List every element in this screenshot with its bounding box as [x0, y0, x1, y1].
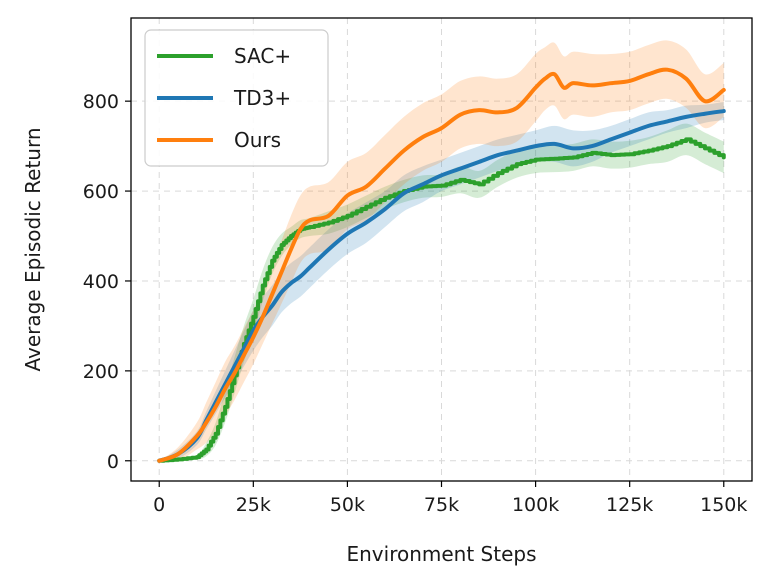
x-tick-label: 125k: [606, 494, 653, 516]
x-tick-label: 25k: [236, 494, 271, 516]
x-tick-label: 0: [153, 494, 165, 516]
x-tick-label: 75k: [424, 494, 459, 516]
legend: SAC+ TD3+ Ours: [144, 29, 329, 167]
band-ours: [159, 40, 724, 462]
x-tick-label: 100k: [512, 494, 559, 516]
y-tick-label: 0: [107, 451, 119, 473]
legend-label-ours: Ours: [234, 128, 281, 152]
y-tick-label: 600: [83, 181, 119, 203]
y-tick-label: 400: [83, 271, 119, 293]
axis-ticks: 0 25k 50k 75k 100k 125k 150k 0 200 400 600 800: [83, 91, 748, 516]
x-tick-label: 50k: [330, 494, 365, 516]
y-tick-label: 200: [83, 361, 119, 383]
legend-box: [144, 29, 329, 167]
band-sac: [159, 123, 724, 461]
line-ours: [157, 67, 726, 463]
x-axis-label: Environment Steps: [346, 542, 536, 566]
series-lines: [157, 67, 726, 463]
y-tick-label: 800: [83, 91, 119, 113]
y-axis-label: Average Episodic Return: [21, 127, 45, 371]
legend-label-sac: SAC+: [234, 44, 291, 68]
x-tick-label: 150k: [700, 494, 747, 516]
legend-label-td3: TD3+: [233, 86, 291, 110]
line-td3: [157, 109, 726, 463]
